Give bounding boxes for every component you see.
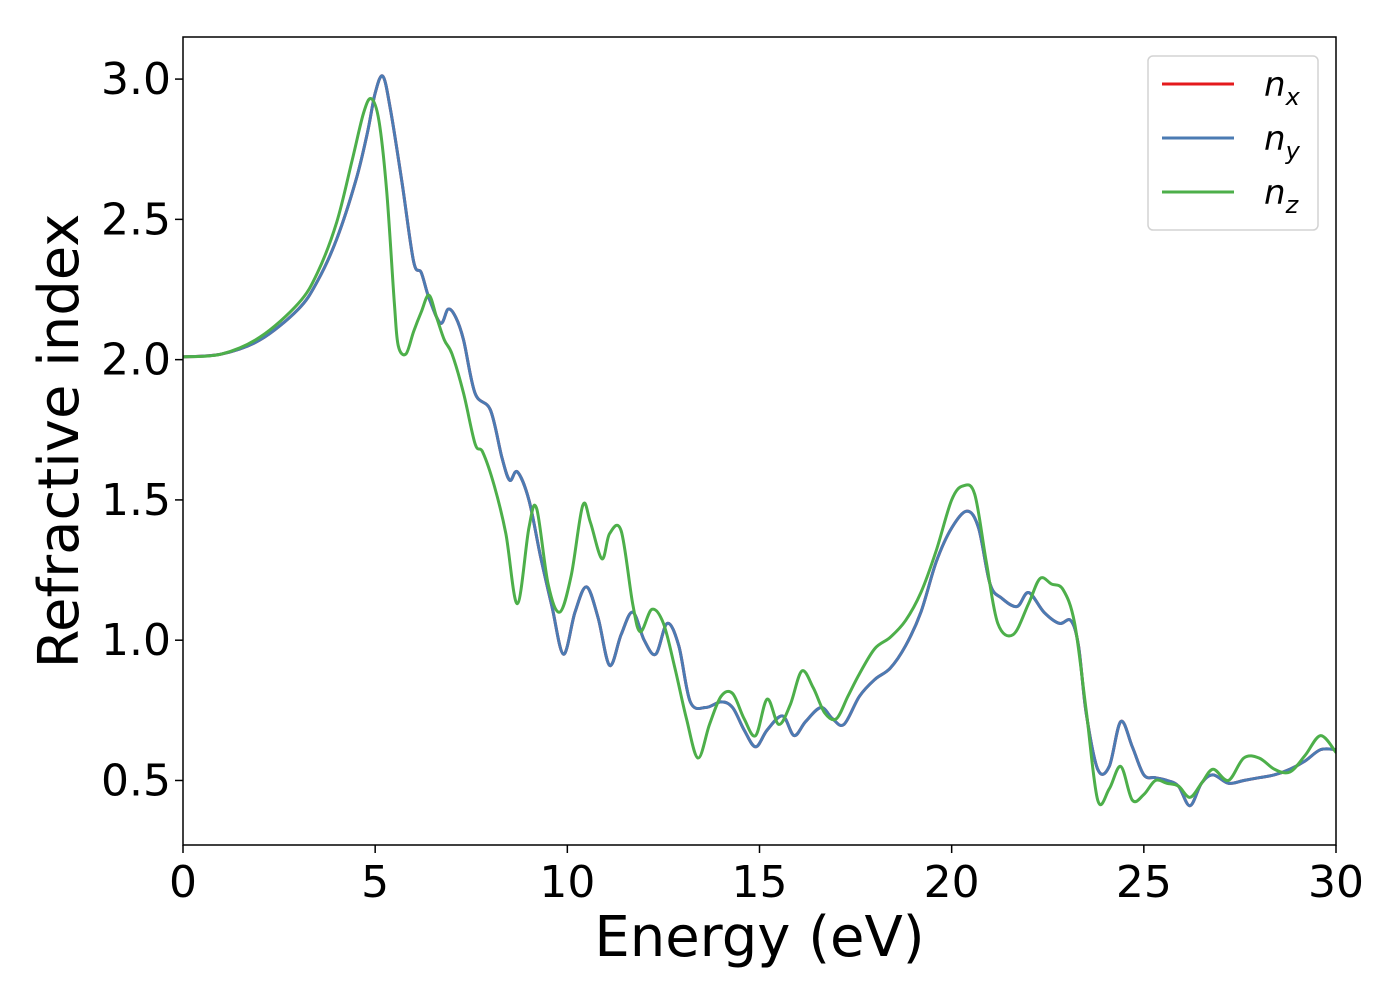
y-axis: 0.5 1.0 1.5 2.0 2.5 3.0 [101,54,183,806]
legend-item-x: nx [1162,65,1301,111]
y-tick-label: 0.5 [101,755,171,806]
x-tick-label: 5 [361,857,389,908]
x-axis: 0 5 10 15 20 25 30 [169,845,1364,908]
x-tick-label: 30 [1308,857,1364,908]
y-tick-label: 2.0 [101,335,171,386]
y-tick-label: 1.0 [101,615,171,666]
x-tick-label: 25 [1116,857,1172,908]
x-tick-label: 20 [924,857,980,908]
legend-item-y: ny [1162,119,1301,165]
x-axis-label: Energy (eV) [594,905,924,970]
legend-item-z: nz [1162,173,1300,219]
series-line-z [183,97,1336,807]
series-layer [183,74,1336,808]
y-tick-label: 3.0 [101,54,171,105]
x-tick-label: 15 [732,857,788,908]
legend: nx ny nz [1147,55,1319,231]
y-axis-label: Refractive index [27,214,92,669]
legend-box [1147,55,1319,231]
x-tick-label: 0 [169,857,197,908]
legend-label: nz [1264,173,1300,219]
y-tick-label: 1.5 [101,475,171,526]
y-tick-label: 2.5 [101,194,171,245]
x-tick-label: 10 [539,857,595,908]
legend-label: nx [1264,65,1301,111]
legend-label: ny [1264,119,1301,165]
